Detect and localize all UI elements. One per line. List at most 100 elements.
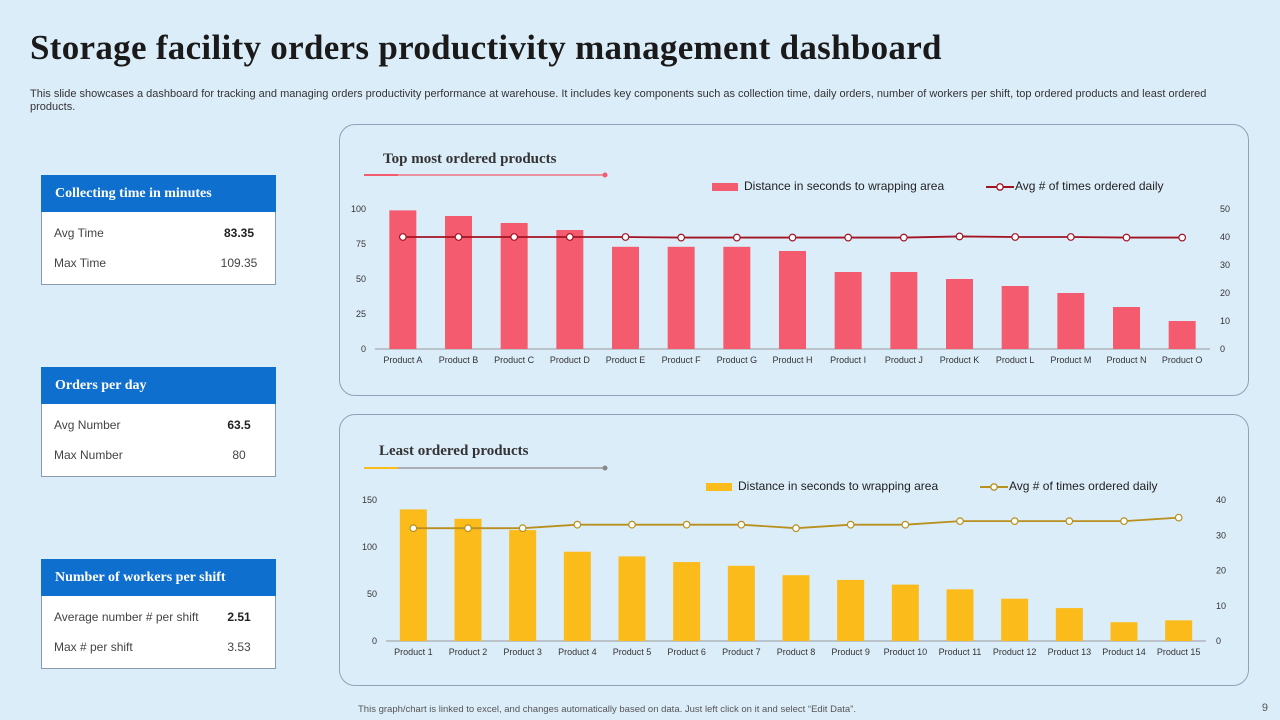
line-point: [409, 524, 418, 533]
bar: [667, 246, 695, 349]
bar: [1001, 598, 1029, 641]
legend-line-label: Avg # of times ordered daily: [1009, 479, 1158, 493]
line-point: [846, 520, 855, 529]
x-tick-label: Product 7: [722, 647, 761, 657]
card-row: Max Time 109.35: [42, 248, 275, 278]
bar: [612, 246, 639, 349]
x-tick-label: Product 8: [777, 647, 816, 657]
y2-tick-label: 30: [1216, 530, 1226, 540]
x-tick-label: Product 1: [394, 647, 433, 657]
line-point: [1065, 517, 1074, 526]
row-value: 63.5: [227, 418, 251, 432]
top-ordered-chart[interactable]: Top most ordered products Distance in sec…: [340, 125, 1248, 395]
bar: [1168, 321, 1196, 349]
line-point: [510, 233, 519, 241]
bar: [946, 589, 974, 641]
x-tick-label: Product O: [1162, 355, 1203, 365]
line-point: [955, 232, 964, 241]
x-tick-label: Product 13: [1048, 647, 1092, 657]
x-tick-label: Product L: [996, 355, 1035, 365]
x-tick-label: Product 10: [884, 647, 928, 657]
page-subtitle: This slide showcases a dashboard for tra…: [30, 88, 1207, 113]
line-point: [844, 233, 853, 242]
x-tick-label: Product K: [940, 355, 980, 365]
kpi-card-collecting-time: Collecting time in minutes Avg Time 83.3…: [41, 175, 276, 285]
line-point: [1174, 513, 1183, 522]
line-point: [682, 520, 691, 529]
line-point: [899, 233, 908, 242]
y2-tick-label: 10: [1220, 316, 1230, 326]
line-point: [1120, 517, 1128, 526]
line-point: [454, 233, 463, 241]
bar: [1113, 307, 1140, 349]
row-label: Avg Number: [54, 418, 121, 432]
title-underline-dot: [602, 172, 608, 178]
line-point: [956, 517, 964, 526]
least-ordered-panel: Least ordered products Distance in second…: [339, 414, 1249, 686]
card-row: Avg Number 63.5: [42, 410, 275, 440]
x-tick-label: Product E: [606, 355, 646, 365]
line-point: [464, 524, 472, 533]
row-label: Max Time: [54, 256, 107, 270]
line-point: [573, 520, 582, 529]
x-tick-label: Product H: [772, 355, 812, 365]
bar: [946, 279, 973, 349]
bar: [837, 579, 865, 641]
legend-line-marker: [996, 183, 1004, 191]
card-header: Orders per day: [41, 367, 276, 404]
bar: [1110, 622, 1138, 641]
bar: [673, 562, 701, 641]
y2-tick-label: 30: [1220, 260, 1230, 270]
chart-title: Least ordered products: [379, 443, 529, 459]
y-tick-label: 50: [356, 274, 366, 284]
bar: [1001, 286, 1029, 349]
card-row: Max Number 80: [42, 440, 275, 470]
card-row: Max # per shift 3.53: [42, 632, 275, 662]
least-ordered-chart[interactable]: Least ordered products Distance in second…: [340, 415, 1248, 685]
footer-note: This graph/chart is linked to excel, and…: [358, 704, 856, 715]
line-point: [732, 233, 741, 242]
line-point: [901, 520, 910, 529]
line-point: [792, 524, 800, 533]
x-tick-label: Product G: [717, 355, 758, 365]
line-point: [677, 233, 686, 242]
bar: [834, 272, 862, 349]
card-row: Avg Time 83.35: [42, 218, 275, 248]
x-tick-label: Product 9: [831, 647, 870, 657]
x-tick-label: Product 6: [667, 647, 706, 657]
y2-tick-label: 20: [1216, 566, 1226, 576]
card-header: Number of workers per shift: [41, 559, 276, 596]
legend-bar-swatch: [706, 483, 732, 491]
x-tick-label: Product 12: [993, 647, 1037, 657]
y2-tick-label: 50: [1220, 204, 1230, 214]
bar: [779, 251, 806, 349]
y-tick-label: 75: [356, 239, 366, 249]
kpi-card-workers-per-shift: Number of workers per shift Average numb…: [41, 559, 276, 669]
line-point: [621, 233, 630, 241]
row-label: Average number # per shift: [54, 610, 199, 624]
y2-tick-label: 0: [1216, 636, 1221, 646]
card-header: Collecting time in minutes: [41, 175, 276, 212]
bar: [723, 246, 751, 349]
bar: [890, 272, 918, 349]
line-point: [1178, 233, 1187, 242]
y-tick-label: 0: [361, 344, 366, 354]
bar: [563, 551, 591, 641]
y-tick-label: 50: [367, 589, 377, 599]
x-tick-label: Product I: [830, 355, 866, 365]
line-point: [737, 520, 746, 529]
bar: [727, 565, 755, 641]
line-point: [1011, 233, 1020, 241]
page-title: Storage facility orders productivity man…: [30, 28, 942, 67]
x-tick-label: Product D: [550, 355, 591, 365]
bar: [1055, 608, 1083, 641]
x-tick-label: Product 5: [613, 647, 652, 657]
bar: [556, 230, 584, 349]
line-point: [1122, 233, 1131, 242]
chart-title: Top most ordered products: [383, 151, 557, 167]
x-tick-label: Product F: [662, 355, 702, 365]
bar: [618, 556, 646, 641]
x-tick-label: Product M: [1050, 355, 1091, 365]
x-tick-label: Product 14: [1102, 647, 1146, 657]
y-tick-label: 100: [362, 542, 377, 552]
